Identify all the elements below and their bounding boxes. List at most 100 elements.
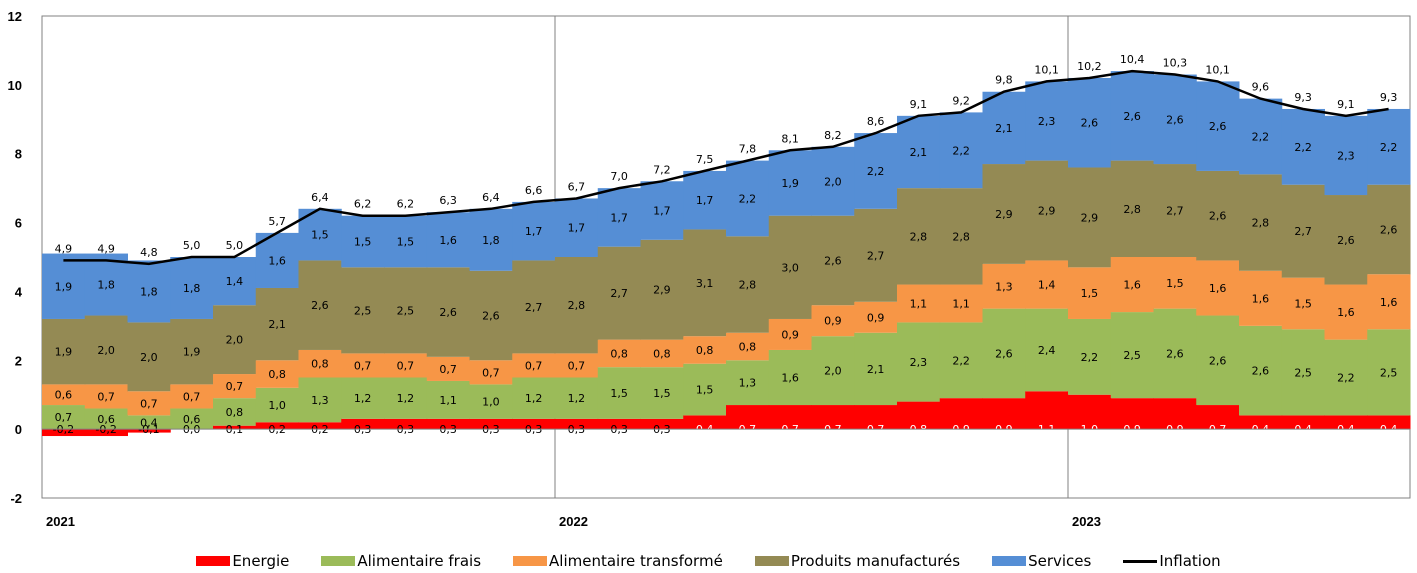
inflation-value-label: 7,0 [610, 170, 628, 183]
bar-segment-2 [1196, 260, 1240, 316]
bar-segment-4 [597, 188, 641, 247]
inflation-value-label: 6,4 [482, 191, 500, 204]
segment-value-label: 1,8 [97, 279, 115, 292]
segment-value-label: 2,5 [1123, 349, 1141, 362]
legend-swatch-alimentaire-frais [321, 556, 356, 566]
segment-value-label: 1,9 [781, 177, 799, 190]
segment-value-label: 1,6 [1123, 279, 1141, 292]
bar-segment-4 [555, 198, 599, 257]
inflation-value-label: 6,2 [397, 198, 415, 211]
bar-segment-0 [1110, 398, 1154, 430]
segment-value-label: 2,1 [867, 363, 885, 376]
y-tick-label: 10 [8, 78, 22, 93]
bar-segment-2 [854, 301, 898, 333]
bar-segment-3 [597, 246, 641, 340]
legend-item-alimentaire-transforme: Alimentaire transformé [513, 552, 723, 570]
bar-segment-1 [811, 336, 855, 406]
legend-item-produits-manufactures: Produits manufacturés [754, 552, 960, 570]
segment-value-label: 1,2 [397, 392, 415, 405]
bar-segment-4 [341, 215, 385, 268]
bar-segment-2 [1110, 257, 1154, 313]
bar-segment-1 [1068, 318, 1112, 395]
bar-segment-2 [939, 284, 983, 323]
segment-value-label: 2,2 [1252, 131, 1270, 144]
bar-segment-0 [84, 429, 128, 437]
legend-item-alimentaire-frais: Alimentaire frais [321, 552, 481, 570]
x-year-label: 2022 [559, 514, 588, 529]
bar-segment-1 [939, 322, 983, 399]
segment-value-label: 2,1 [995, 122, 1013, 135]
segment-value-label: 1,4 [226, 275, 244, 288]
segment-value-label: 1,6 [1380, 296, 1398, 309]
bar-segment-3 [1324, 195, 1368, 285]
segment-value-label: 2,6 [1380, 223, 1398, 236]
segment-value-label: 1,2 [354, 392, 372, 405]
legend-item-energie: Energie [196, 552, 289, 570]
bar-segment-0 [939, 398, 983, 430]
inflation-value-label: 9,1 [910, 98, 928, 111]
segment-value-label: 0,7 [140, 397, 158, 410]
segment-value-label: 2,2 [1380, 141, 1398, 154]
bar-segment-3 [512, 260, 556, 354]
bar-segment-4 [1068, 77, 1112, 168]
segment-value-label: 2,7 [867, 249, 885, 262]
bar-segment-4 [1324, 115, 1368, 196]
segment-value-label: 1,7 [525, 225, 543, 238]
segment-value-label: 1,3 [311, 394, 329, 407]
bar-segment-0 [982, 398, 1026, 430]
bar-segment-3 [1025, 160, 1069, 261]
segment-value-label: 2,7 [610, 287, 628, 300]
bar-segment-2 [683, 336, 727, 364]
segment-value-label: 1,9 [55, 346, 73, 359]
bar-segment-3 [170, 318, 214, 385]
bar-segment-4 [170, 257, 214, 319]
bar-segment-4 [42, 253, 86, 319]
legend-label-alimentaire-transforme: Alimentaire transformé [549, 552, 723, 570]
bar-segment-0 [213, 425, 257, 430]
bar-segment-1 [555, 377, 599, 419]
bar-segment-2 [127, 391, 171, 416]
bar-segment-0 [298, 422, 342, 430]
segment-value-label: 2,6 [482, 310, 500, 323]
inflation-value-label: 6,4 [311, 191, 329, 204]
bar-segment-4 [854, 133, 898, 209]
segment-value-label: 3,0 [781, 261, 799, 274]
bar-segment-3 [469, 270, 513, 361]
segment-value-label: 1,5 [610, 387, 628, 400]
segment-value-label: 0,7 [525, 359, 543, 372]
bar-segment-4 [213, 257, 257, 306]
inflation-value-label: 6,7 [568, 180, 586, 193]
segment-value-label: 1,1 [910, 297, 928, 310]
segment-value-label: 2,6 [1166, 347, 1184, 360]
segment-value-label: 1,3 [739, 377, 757, 390]
segment-value-label: 2,0 [824, 175, 842, 188]
bar-segment-4 [1239, 98, 1283, 175]
bar-segment-0 [683, 415, 727, 430]
segment-value-label: 0,7 [226, 380, 244, 393]
segment-value-label: 2,0 [226, 334, 244, 347]
segment-value-label: 1,5 [1166, 277, 1184, 290]
bar-segment-4 [426, 212, 470, 268]
bar-segment-0 [384, 418, 428, 430]
inflation-value-label: 8,2 [824, 129, 842, 142]
segment-value-label: 1,0 [268, 399, 286, 412]
segment-value-label: 0,6 [55, 389, 73, 402]
bar-segment-4 [768, 150, 812, 216]
legend-swatch-energie [196, 556, 231, 566]
bar-segment-4 [384, 215, 428, 268]
y-tick-label: 4 [15, 284, 23, 299]
bar-segment-2 [1324, 284, 1368, 340]
segment-value-label: 2,1 [268, 318, 286, 331]
segment-value-label: 0,8 [696, 344, 714, 357]
segment-value-label: 2,5 [1380, 366, 1398, 379]
bar-segment-1 [512, 377, 556, 419]
bar-segment-2 [555, 353, 599, 378]
bar-segment-1 [84, 408, 128, 430]
inflation-value-label: 10,1 [1205, 63, 1230, 76]
segment-value-label: 1,1 [952, 297, 970, 310]
segment-value-label: 2,7 [1166, 205, 1184, 218]
segment-value-label: 2,7 [525, 301, 543, 314]
bar-segment-4 [640, 181, 684, 240]
inflation-value-label: 10,1 [1034, 63, 1059, 76]
bar-segment-4 [939, 112, 983, 189]
